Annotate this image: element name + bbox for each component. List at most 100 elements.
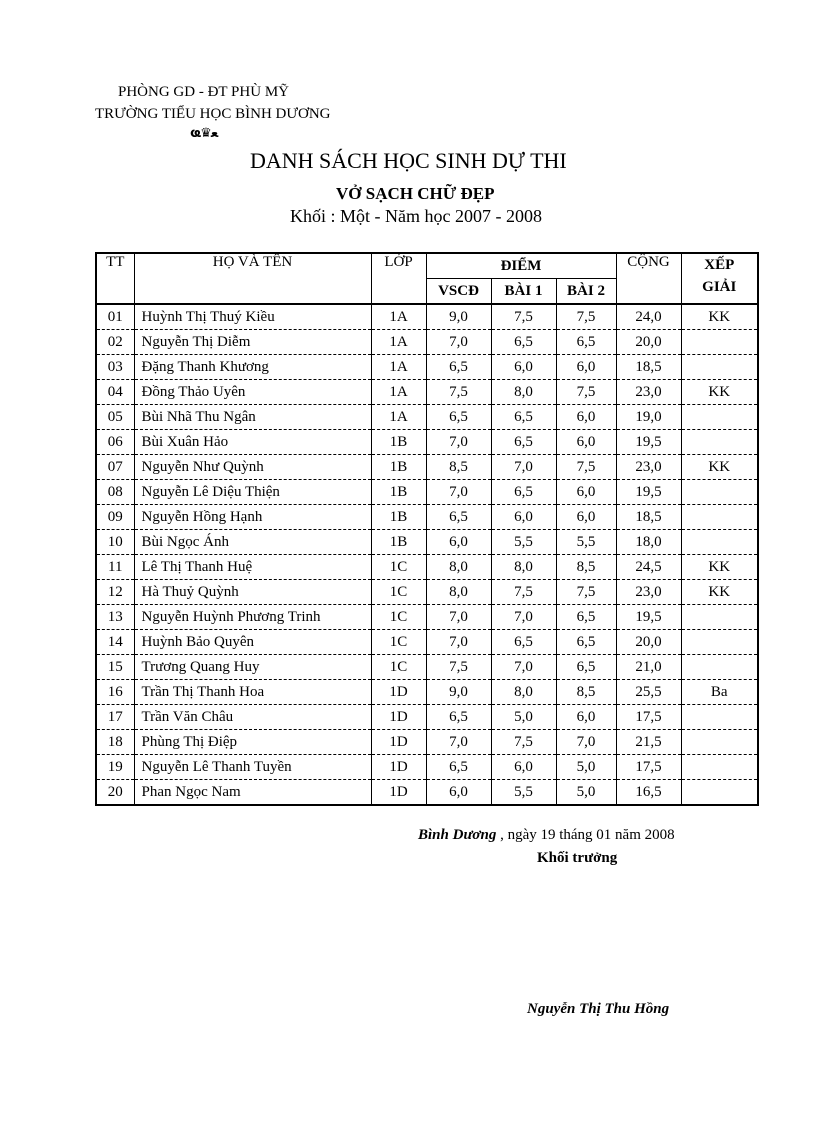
- student-name: Nguyễn Huỳnh Phương Trinh: [133, 604, 372, 630]
- total-score: 21,0: [615, 654, 682, 680]
- award: [680, 429, 759, 455]
- student-name: Đặng Thanh Khương: [133, 354, 372, 380]
- header-vscd: VSCĐ: [425, 278, 492, 305]
- total-score: 18,5: [615, 354, 682, 380]
- score-bai2: 5,5: [555, 529, 617, 555]
- total-score: 19,5: [615, 429, 682, 455]
- total-score: 19,5: [615, 479, 682, 505]
- grade-year: Khối : Một - Năm học 2007 - 2008: [290, 206, 542, 226]
- total-score: 19,5: [615, 604, 682, 630]
- signer-name: Nguyễn Thị Thu Hồng: [527, 1001, 670, 1017]
- student-name: Huỳnh Thị Thuý Kiều: [133, 303, 372, 330]
- class: 1C: [370, 604, 427, 630]
- date-text: , ngày 19 tháng 01 năm 2008: [496, 827, 675, 843]
- class: 1A: [370, 404, 427, 430]
- student-name: Phùng Thị Điệp: [133, 729, 372, 755]
- score-vscd: 7,0: [425, 429, 492, 455]
- score-bai1: 7,0: [490, 604, 557, 630]
- class: 1A: [370, 379, 427, 405]
- department-name: PHÒNG GD - ĐT PHÙ MỸ: [118, 84, 289, 100]
- score-vscd: 7,0: [425, 729, 492, 755]
- score-bai1: 6,5: [490, 429, 557, 455]
- student-name: Nguyễn Lê Diệu Thiện: [133, 479, 372, 505]
- score-bai2: 6,0: [555, 404, 617, 430]
- award: KK: [680, 454, 759, 480]
- score-bai1: 6,5: [490, 404, 557, 430]
- score-bai1: 6,5: [490, 629, 557, 655]
- header-class: LỚP: [370, 252, 427, 305]
- student-table: TT HỌ VÀ TÊN LỚP ĐIỂM CỘNG XẾP GIẢI VSCĐ…: [95, 252, 759, 806]
- row-number: 06: [95, 429, 135, 455]
- score-bai2: 5,0: [555, 779, 617, 806]
- award: [680, 729, 759, 755]
- row-number: 09: [95, 504, 135, 530]
- place-date: Bình Dương , ngày 19 tháng 01 năm 2008: [418, 827, 675, 844]
- score-vscd: 6,5: [425, 754, 492, 780]
- score-vscd: 7,0: [425, 329, 492, 355]
- award: [680, 479, 759, 505]
- score-bai1: 6,5: [490, 479, 557, 505]
- score-vscd: 9,0: [425, 303, 492, 330]
- row-number: 10: [95, 529, 135, 555]
- row-number: 02: [95, 329, 135, 355]
- table-row: 10 Bùi Ngọc Ánh 1B 6,0 5,5 5,5 18,0: [95, 529, 759, 555]
- total-score: 16,5: [615, 779, 682, 806]
- class: 1B: [370, 529, 427, 555]
- table-row: 09 Nguyễn Hồng Hạnh 1B 6,5 6,0 6,0 18,5: [95, 504, 759, 530]
- score-bai2: 7,0: [555, 729, 617, 755]
- total-score: 17,5: [615, 704, 682, 730]
- score-bai1: 6,5: [490, 329, 557, 355]
- ornament-icon: ҩ♛ﻌ: [190, 126, 219, 141]
- score-vscd: 6,0: [425, 529, 492, 555]
- row-number: 08: [95, 479, 135, 505]
- class: 1A: [370, 303, 427, 330]
- school-name: TRƯỜNG TIỂU HỌC BÌNH DƯƠNG: [95, 106, 331, 122]
- score-bai1: 7,0: [490, 654, 557, 680]
- student-name: Bùi Nhã Thu Ngân: [133, 404, 372, 430]
- student-name: Trương Quang Huy: [133, 654, 372, 680]
- table-row: 08 Nguyễn Lê Diệu Thiện 1B 7,0 6,5 6,0 19,5: [95, 479, 759, 505]
- score-bai1: 5,5: [490, 779, 557, 806]
- row-number: 14: [95, 629, 135, 655]
- table-row: 03 Đặng Thanh Khương 1A 6,5 6,0 6,0 18,5: [95, 354, 759, 380]
- row-number: 12: [95, 579, 135, 605]
- place-name: Bình Dương: [418, 827, 497, 843]
- class: 1C: [370, 654, 427, 680]
- table-row: 04 Đồng Thảo Uyên 1A 7,5 8,0 7,5 23,0 KK: [95, 379, 759, 405]
- score-vscd: 7,0: [425, 629, 492, 655]
- total-score: 24,5: [615, 554, 682, 580]
- row-number: 13: [95, 604, 135, 630]
- award: KK: [680, 379, 759, 405]
- score-vscd: 6,5: [425, 354, 492, 380]
- total-score: 20,0: [615, 329, 682, 355]
- row-number: 20: [95, 779, 135, 806]
- row-number: 01: [95, 303, 135, 330]
- score-bai1: 7,5: [490, 729, 557, 755]
- class: 1B: [370, 504, 427, 530]
- student-name: Nguyễn Lê Thanh Tuyền: [133, 754, 372, 780]
- student-name: Bùi Xuân Hảo: [133, 429, 372, 455]
- score-bai1: 8,0: [490, 679, 557, 705]
- score-vscd: 6,5: [425, 504, 492, 530]
- table-body: 01 Huỳnh Thị Thuý Kiều 1A 9,0 7,5 7,5 24,0 KK 02…: [95, 303, 759, 806]
- score-vscd: 6,0: [425, 779, 492, 806]
- student-name: Phan Ngọc Nam: [133, 779, 372, 806]
- award: KK: [680, 579, 759, 605]
- total-score: 21,5: [615, 729, 682, 755]
- score-bai2: 7,5: [555, 303, 617, 330]
- table-row: 12 Hà Thuỷ Quỳnh 1C 8,0 7,5 7,5 23,0 KK: [95, 579, 759, 605]
- student-name: Hà Thuỷ Quỳnh: [133, 579, 372, 605]
- score-bai2: 8,5: [555, 679, 617, 705]
- table-row: 01 Huỳnh Thị Thuý Kiều 1A 9,0 7,5 7,5 24,0 KK: [95, 303, 759, 330]
- score-bai2: 6,5: [555, 654, 617, 680]
- header-bai1: BÀI 1: [490, 278, 557, 305]
- score-vscd: 8,5: [425, 454, 492, 480]
- total-score: 20,0: [615, 629, 682, 655]
- student-name: Trần Thị Thanh Hoa: [133, 679, 372, 705]
- table-row: 18 Phùng Thị Điệp 1D 7,0 7,5 7,0 21,5: [95, 729, 759, 755]
- table-row: 11 Lê Thị Thanh Huệ 1C 8,0 8,0 8,5 24,5 KK: [95, 554, 759, 580]
- score-bai2: 5,0: [555, 754, 617, 780]
- score-bai2: 6,0: [555, 354, 617, 380]
- score-vscd: 7,5: [425, 379, 492, 405]
